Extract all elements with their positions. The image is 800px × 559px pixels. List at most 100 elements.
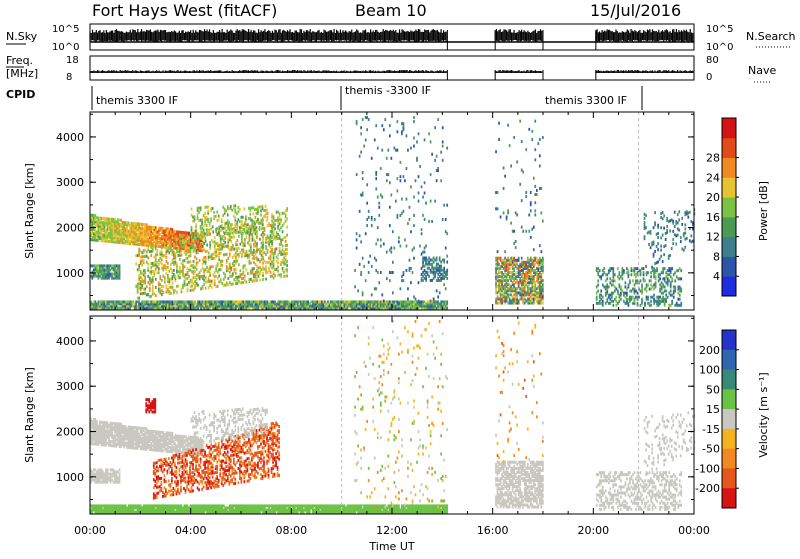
heatmap-cell xyxy=(203,229,205,232)
heatmap-cell xyxy=(271,220,273,223)
heatmap-cell xyxy=(147,226,149,229)
heatmap-cell xyxy=(504,283,506,286)
heatmap-cell xyxy=(256,226,258,229)
heatmap-cell xyxy=(261,300,263,303)
heatmap-cell xyxy=(223,227,225,230)
heatmap-cell xyxy=(503,167,505,170)
heatmap-cell xyxy=(424,305,426,308)
heatmap-cell xyxy=(634,288,636,291)
heatmap-cell xyxy=(527,257,529,260)
heatmap-cell xyxy=(187,283,189,286)
heatmap-cell xyxy=(397,149,399,152)
heatmap-cell xyxy=(137,222,139,225)
heatmap-cell xyxy=(252,280,254,283)
heatmap-cell xyxy=(152,226,154,229)
heatmap-cell xyxy=(146,223,148,226)
heatmap-cell xyxy=(536,257,538,260)
heatmap-cell xyxy=(525,300,527,303)
heatmap-cell xyxy=(92,236,94,239)
heatmap-cell xyxy=(424,138,426,141)
heatmap-cell xyxy=(140,227,142,230)
heatmap-cell xyxy=(525,281,527,284)
heatmap-cell xyxy=(178,274,180,277)
heatmap-cell xyxy=(620,298,622,301)
heatmap-cell xyxy=(239,273,241,276)
heatmap-cell xyxy=(230,275,232,278)
heatmap-cell xyxy=(390,271,392,274)
heatmap-cell xyxy=(615,296,617,299)
heatmap-cell xyxy=(413,120,415,123)
heatmap-cell xyxy=(359,210,361,213)
heatmap-cell xyxy=(141,292,143,295)
heatmap-cell xyxy=(243,265,245,268)
heatmap-cell xyxy=(153,300,155,303)
heatmap-cell xyxy=(96,220,98,223)
heatmap-cell xyxy=(117,307,119,310)
heatmap-cell xyxy=(540,187,542,190)
heatmap-cell xyxy=(196,302,198,305)
heatmap-cell xyxy=(254,222,256,225)
heatmap-cell xyxy=(141,300,143,303)
heatmap-cell xyxy=(326,302,328,305)
heatmap-cell xyxy=(394,247,396,250)
heatmap-cell xyxy=(140,276,142,279)
heatmap-cell xyxy=(167,262,169,265)
heatmap-cell xyxy=(230,300,232,303)
heatmap-cell xyxy=(285,240,287,243)
heatmap-cell xyxy=(421,232,423,235)
heatmap-cell xyxy=(161,279,163,282)
heatmap-cell xyxy=(530,257,532,260)
heatmap-cell xyxy=(256,220,258,223)
heatmap-cell xyxy=(371,265,373,268)
heatmap-cell xyxy=(218,274,220,277)
heatmap-cell xyxy=(156,300,158,303)
heatmap-cell xyxy=(203,279,205,282)
heatmap-cell xyxy=(285,275,287,278)
heatmap-cell xyxy=(209,280,211,283)
heatmap-cell xyxy=(238,247,240,250)
heatmap-cell xyxy=(138,243,140,246)
heatmap-cell xyxy=(181,235,183,238)
heatmap-cell xyxy=(519,277,521,280)
heatmap-cell xyxy=(117,237,119,240)
heatmap-cell xyxy=(530,236,532,239)
heatmap-cell xyxy=(227,232,229,235)
heatmap-cell xyxy=(194,270,196,273)
heatmap-cell xyxy=(527,285,529,288)
heatmap-cell xyxy=(173,242,175,245)
heatmap-cell xyxy=(268,257,270,260)
heatmap-cell xyxy=(111,300,113,303)
heatmap-cell xyxy=(413,214,415,217)
heatmap-cell xyxy=(162,264,164,267)
heatmap-cell xyxy=(647,296,649,299)
heatmap-cell xyxy=(386,157,388,160)
heatmap-cell xyxy=(190,260,192,263)
heatmap-cell xyxy=(150,226,152,229)
heatmap-cell xyxy=(542,283,544,286)
heatmap-cell xyxy=(497,285,499,288)
heatmap-cell xyxy=(212,257,214,260)
heatmap-cell xyxy=(170,278,172,281)
heatmap-cell xyxy=(233,300,235,303)
heatmap-cell xyxy=(397,189,399,192)
heatmap-cell xyxy=(188,269,190,272)
heatmap-cell xyxy=(254,228,256,231)
heatmap-cell xyxy=(243,281,245,284)
heatmap-cell xyxy=(162,291,164,294)
heatmap-cell xyxy=(125,227,127,230)
heatmap-cell xyxy=(368,261,370,264)
heatmap-cell xyxy=(446,255,448,258)
heatmap-cell xyxy=(397,120,399,123)
heatmap-cell xyxy=(193,300,195,303)
heatmap-cell xyxy=(268,236,270,239)
heatmap-cell xyxy=(238,276,240,279)
heatmap-cell xyxy=(178,285,180,288)
heatmap-cell xyxy=(274,300,276,303)
heatmap-cell xyxy=(230,205,232,208)
heatmap-cell xyxy=(497,302,499,305)
heatmap-cell xyxy=(236,247,238,250)
heatmap-cell xyxy=(252,300,254,303)
heatmap-cell xyxy=(600,302,602,305)
heatmap-cell xyxy=(182,284,184,287)
heatmap-cell xyxy=(249,278,251,281)
